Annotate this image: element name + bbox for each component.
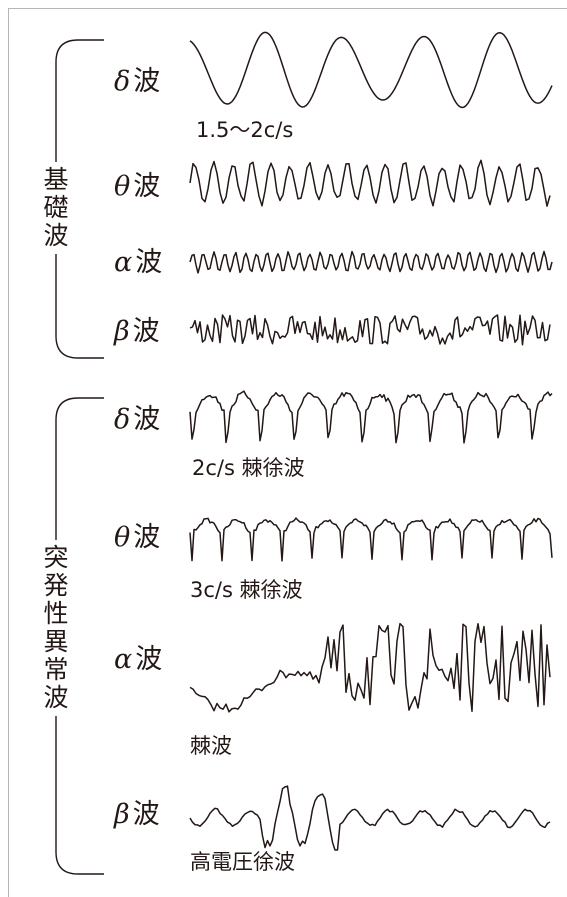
note-abnormal-theta: 3c/s 棘徐波 — [190, 578, 303, 602]
note-abnormal-beta: 高電圧徐波 — [190, 850, 295, 874]
wave-suffix: 波 — [132, 316, 160, 347]
greek-delta: δ — [114, 404, 131, 435]
greek-beta: β — [114, 316, 130, 347]
greek-delta: δ — [114, 66, 131, 97]
wave-suffix: 波 — [135, 644, 163, 675]
trace-basic-delta — [189, 31, 553, 109]
wave-suffix: 波 — [133, 66, 161, 97]
trace-abnormal-alpha — [189, 622, 551, 713]
trace-abnormal-beta — [189, 785, 551, 851]
greek-beta: β — [114, 799, 130, 830]
trace-basic-alpha — [189, 250, 553, 274]
wave-suffix: 波 — [133, 171, 161, 202]
trace-basic-theta — [189, 159, 551, 207]
note-abnormal-delta: 2c/s 棘徐波 — [192, 456, 305, 480]
wave-suffix: 波 — [133, 404, 161, 435]
trace-basic-beta — [189, 314, 551, 346]
note-basic-delta: 1.5〜2c/s — [196, 118, 294, 142]
group-label-paroxysmal-abnormal-waves: 突 発 性 異 常 波 — [43, 540, 69, 716]
note-abnormal-alpha: 棘波 — [190, 734, 232, 758]
greek-theta: θ — [114, 171, 131, 202]
greek-alpha: α — [114, 247, 133, 278]
greek-alpha: α — [114, 644, 133, 675]
greek-theta: θ — [114, 522, 131, 553]
wave-suffix: 波 — [133, 522, 161, 553]
trace-abnormal-delta — [189, 390, 553, 444]
wave-suffix: 波 — [132, 799, 160, 830]
trace-abnormal-theta — [189, 517, 553, 562]
group-label-basic-waves: 基 礎 波 — [43, 162, 69, 254]
wave-suffix: 波 — [135, 247, 163, 278]
